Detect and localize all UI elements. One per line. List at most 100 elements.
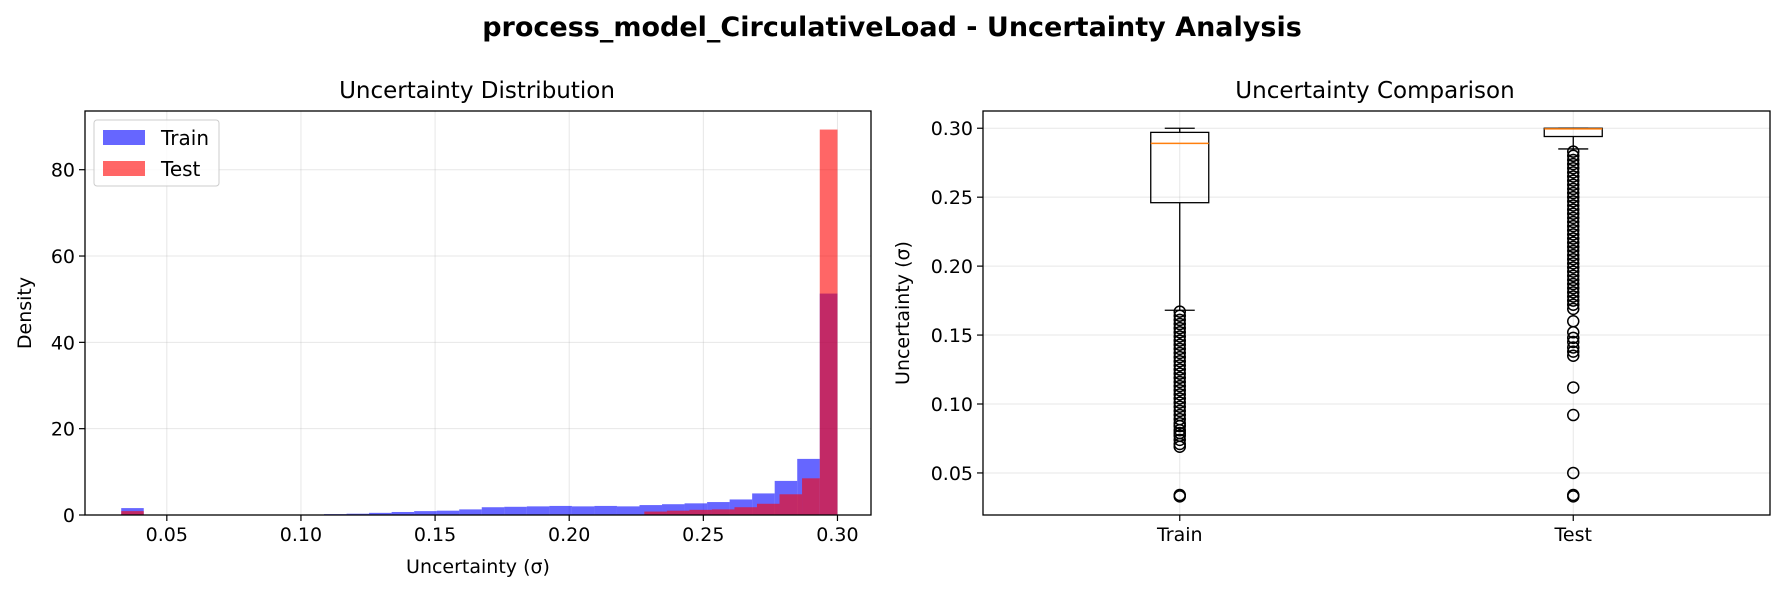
y-tick-label: 0 xyxy=(63,505,75,527)
flier-train xyxy=(1173,305,1186,318)
histogram-axes-frame xyxy=(84,110,872,516)
flier-test xyxy=(1567,232,1580,245)
flier-test xyxy=(1567,408,1580,422)
flier-test xyxy=(1567,257,1580,270)
figure-title: process_model_CirculativeLoad - Uncertai… xyxy=(482,12,1302,43)
flier-test xyxy=(1567,166,1580,179)
x-tick-label: 0.25 xyxy=(682,524,724,546)
flier-train xyxy=(1173,342,1186,356)
y-tick-label: 0.10 xyxy=(931,394,973,416)
flier-test xyxy=(1567,298,1580,311)
histogram-bar-train xyxy=(549,505,572,515)
flier-test xyxy=(1567,211,1580,225)
boxplot-x-ticks: Train Test xyxy=(1156,515,1592,546)
flier-test xyxy=(1567,195,1580,208)
histogram-bar-test xyxy=(644,511,667,515)
y-tick-label: 0.15 xyxy=(931,325,973,347)
flier-test xyxy=(1567,190,1580,204)
x-tick-label: 0.15 xyxy=(414,524,456,546)
flier-test xyxy=(1567,269,1580,283)
flier-test xyxy=(1567,219,1580,233)
flier-train xyxy=(1173,392,1186,405)
histogram-bar-test xyxy=(689,509,712,515)
histogram-bar-train xyxy=(594,505,617,515)
flier-train xyxy=(1173,383,1186,397)
histogram-bar-train xyxy=(459,509,482,515)
x-tick-label: 0.20 xyxy=(548,524,590,546)
boxplot-panel: Uncertainty Comparison Train Test 0.05 0.1… xyxy=(892,78,1771,546)
flier-test xyxy=(1567,248,1580,262)
histogram-bar-test xyxy=(121,511,144,515)
flier-test xyxy=(1567,381,1580,394)
flier-test xyxy=(1567,488,1580,502)
flier-test xyxy=(1567,290,1580,303)
flier-test xyxy=(1567,145,1580,158)
histogram-bar-test xyxy=(666,510,690,515)
histogram-title: Uncertainty Distribution xyxy=(339,78,615,104)
histogram-x-label: Uncertainty (σ) xyxy=(406,556,550,578)
flier-test xyxy=(1567,174,1580,187)
flier-train xyxy=(1173,488,1186,502)
flier-test xyxy=(1567,286,1580,299)
x-tick-label: 0.30 xyxy=(816,524,858,546)
flier-test xyxy=(1567,335,1580,349)
flier-train xyxy=(1173,400,1186,414)
histogram-bar-train xyxy=(391,511,415,515)
flier-test xyxy=(1567,345,1580,358)
flier-test xyxy=(1567,261,1580,274)
flier-test xyxy=(1567,161,1580,175)
boxplot-boxes xyxy=(1150,127,1603,503)
y-tick-label: 0.05 xyxy=(931,463,973,485)
flier-test xyxy=(1567,294,1580,307)
flier-test xyxy=(1567,207,1580,220)
flier-train xyxy=(1173,334,1186,347)
flier-test xyxy=(1567,236,1580,249)
flier-test xyxy=(1567,244,1580,258)
flier-train xyxy=(1173,330,1186,343)
histogram-panel: Uncertainty Distribution 0.05 0.10 0.15 0.2… xyxy=(14,78,872,578)
y-tick-label: 20 xyxy=(51,419,75,441)
histogram-bar-test xyxy=(711,509,735,515)
flier-train xyxy=(1173,350,1186,364)
histogram-bar-test xyxy=(734,507,757,515)
flier-train xyxy=(1173,375,1186,389)
legend-label-train: Train xyxy=(160,126,209,150)
flier-test xyxy=(1567,265,1580,278)
test-bars xyxy=(121,129,838,516)
flier-test xyxy=(1567,331,1580,345)
flier-test xyxy=(1567,277,1580,291)
histogram-bar-test xyxy=(756,503,780,515)
flier-test xyxy=(1567,341,1580,354)
histogram-bar-test xyxy=(779,494,803,515)
histogram-bar-train xyxy=(436,510,460,515)
flier-test xyxy=(1567,157,1580,171)
flier-test xyxy=(1567,252,1580,266)
flier-test xyxy=(1567,149,1580,163)
flier-test xyxy=(1567,315,1580,328)
flier-train xyxy=(1173,359,1186,372)
flier-train xyxy=(1173,338,1186,351)
flier-test xyxy=(1567,178,1580,192)
histogram-bar-train xyxy=(662,504,685,515)
histogram-bar-train xyxy=(526,506,550,515)
flier-train xyxy=(1173,396,1186,409)
histogram-bar-train xyxy=(369,512,392,515)
flier-test xyxy=(1567,240,1580,254)
flier-train xyxy=(1173,408,1186,422)
y-tick-label: 40 xyxy=(51,332,75,354)
legend-swatch-train xyxy=(103,130,145,145)
flier-test xyxy=(1567,302,1580,316)
flier-train xyxy=(1173,326,1186,339)
flier-train xyxy=(1173,404,1186,418)
x-tick-label: Train xyxy=(1156,524,1203,546)
histogram-bar-train xyxy=(504,506,527,515)
histogram-x-ticks: 0.05 0.10 0.15 0.20 0.25 0.30 xyxy=(146,515,859,546)
flier-train xyxy=(1173,317,1186,331)
histogram-bar-train xyxy=(684,503,708,515)
flier-test xyxy=(1567,349,1580,362)
boxplot-y-label: Uncertainty (σ) xyxy=(892,241,914,385)
flier-train xyxy=(1173,355,1186,368)
histogram-bar-train xyxy=(571,506,595,515)
flier-test xyxy=(1567,273,1580,287)
